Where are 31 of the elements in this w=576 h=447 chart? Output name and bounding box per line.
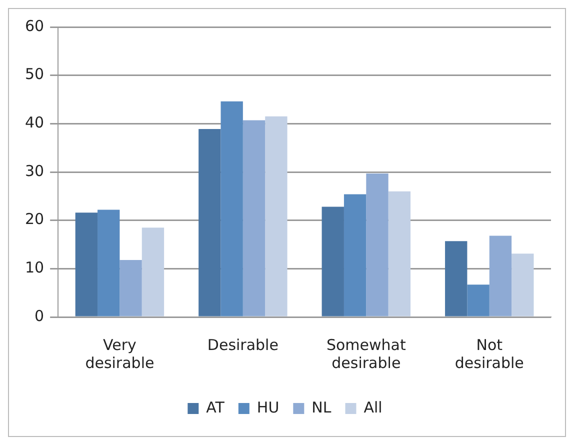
y-tick-label: 40 — [24, 114, 44, 132]
bar — [366, 173, 388, 316]
legend-label: HU — [256, 398, 280, 416]
bar — [265, 116, 288, 316]
bar — [142, 228, 164, 316]
bar — [489, 236, 512, 316]
x-tick-label: Somewhat desirable — [326, 336, 406, 372]
bar — [445, 241, 468, 316]
bar — [344, 194, 366, 316]
y-tick-label: 50 — [24, 65, 44, 84]
x-tick-label: Desirable — [207, 336, 278, 354]
x-tick-label: Not desirable — [454, 336, 524, 372]
legend-label: All — [364, 398, 382, 416]
y-tick-label: 60 — [24, 16, 44, 35]
legend-label: NL — [312, 398, 332, 416]
bar — [198, 128, 221, 316]
y-tick-label: 20 — [24, 210, 44, 228]
bar — [512, 254, 534, 316]
legend-label: AT — [206, 398, 226, 416]
y-tick-label: 10 — [24, 258, 44, 277]
bar — [388, 191, 411, 316]
bar — [242, 120, 266, 316]
bar — [322, 206, 344, 316]
y-tick-label: 0 — [34, 306, 44, 325]
bar — [120, 260, 142, 316]
bar — [75, 212, 98, 316]
y-tick-label: 30 — [24, 162, 44, 180]
x-tick-label: Very desirable — [85, 336, 154, 372]
bar — [98, 210, 120, 316]
bar — [220, 101, 243, 316]
bar — [467, 284, 490, 316]
